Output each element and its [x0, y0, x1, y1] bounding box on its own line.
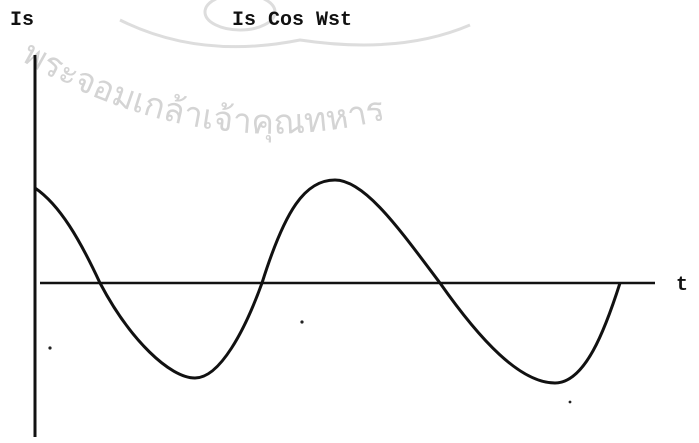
x-axis-label: t	[676, 274, 688, 297]
watermark-text: พระจอมเกล้าเจ้าคุณทหาร	[16, 33, 389, 143]
watermark-seal	[119, 0, 471, 49]
y-axis-label: Is	[10, 9, 34, 32]
curve-label: Is Cos Wst	[232, 9, 352, 32]
cosine-curve	[34, 178, 622, 385]
watermark: พระจอมเกล้าเจ้าคุณทหาร	[16, 33, 389, 143]
scan-specks	[48, 320, 572, 404]
